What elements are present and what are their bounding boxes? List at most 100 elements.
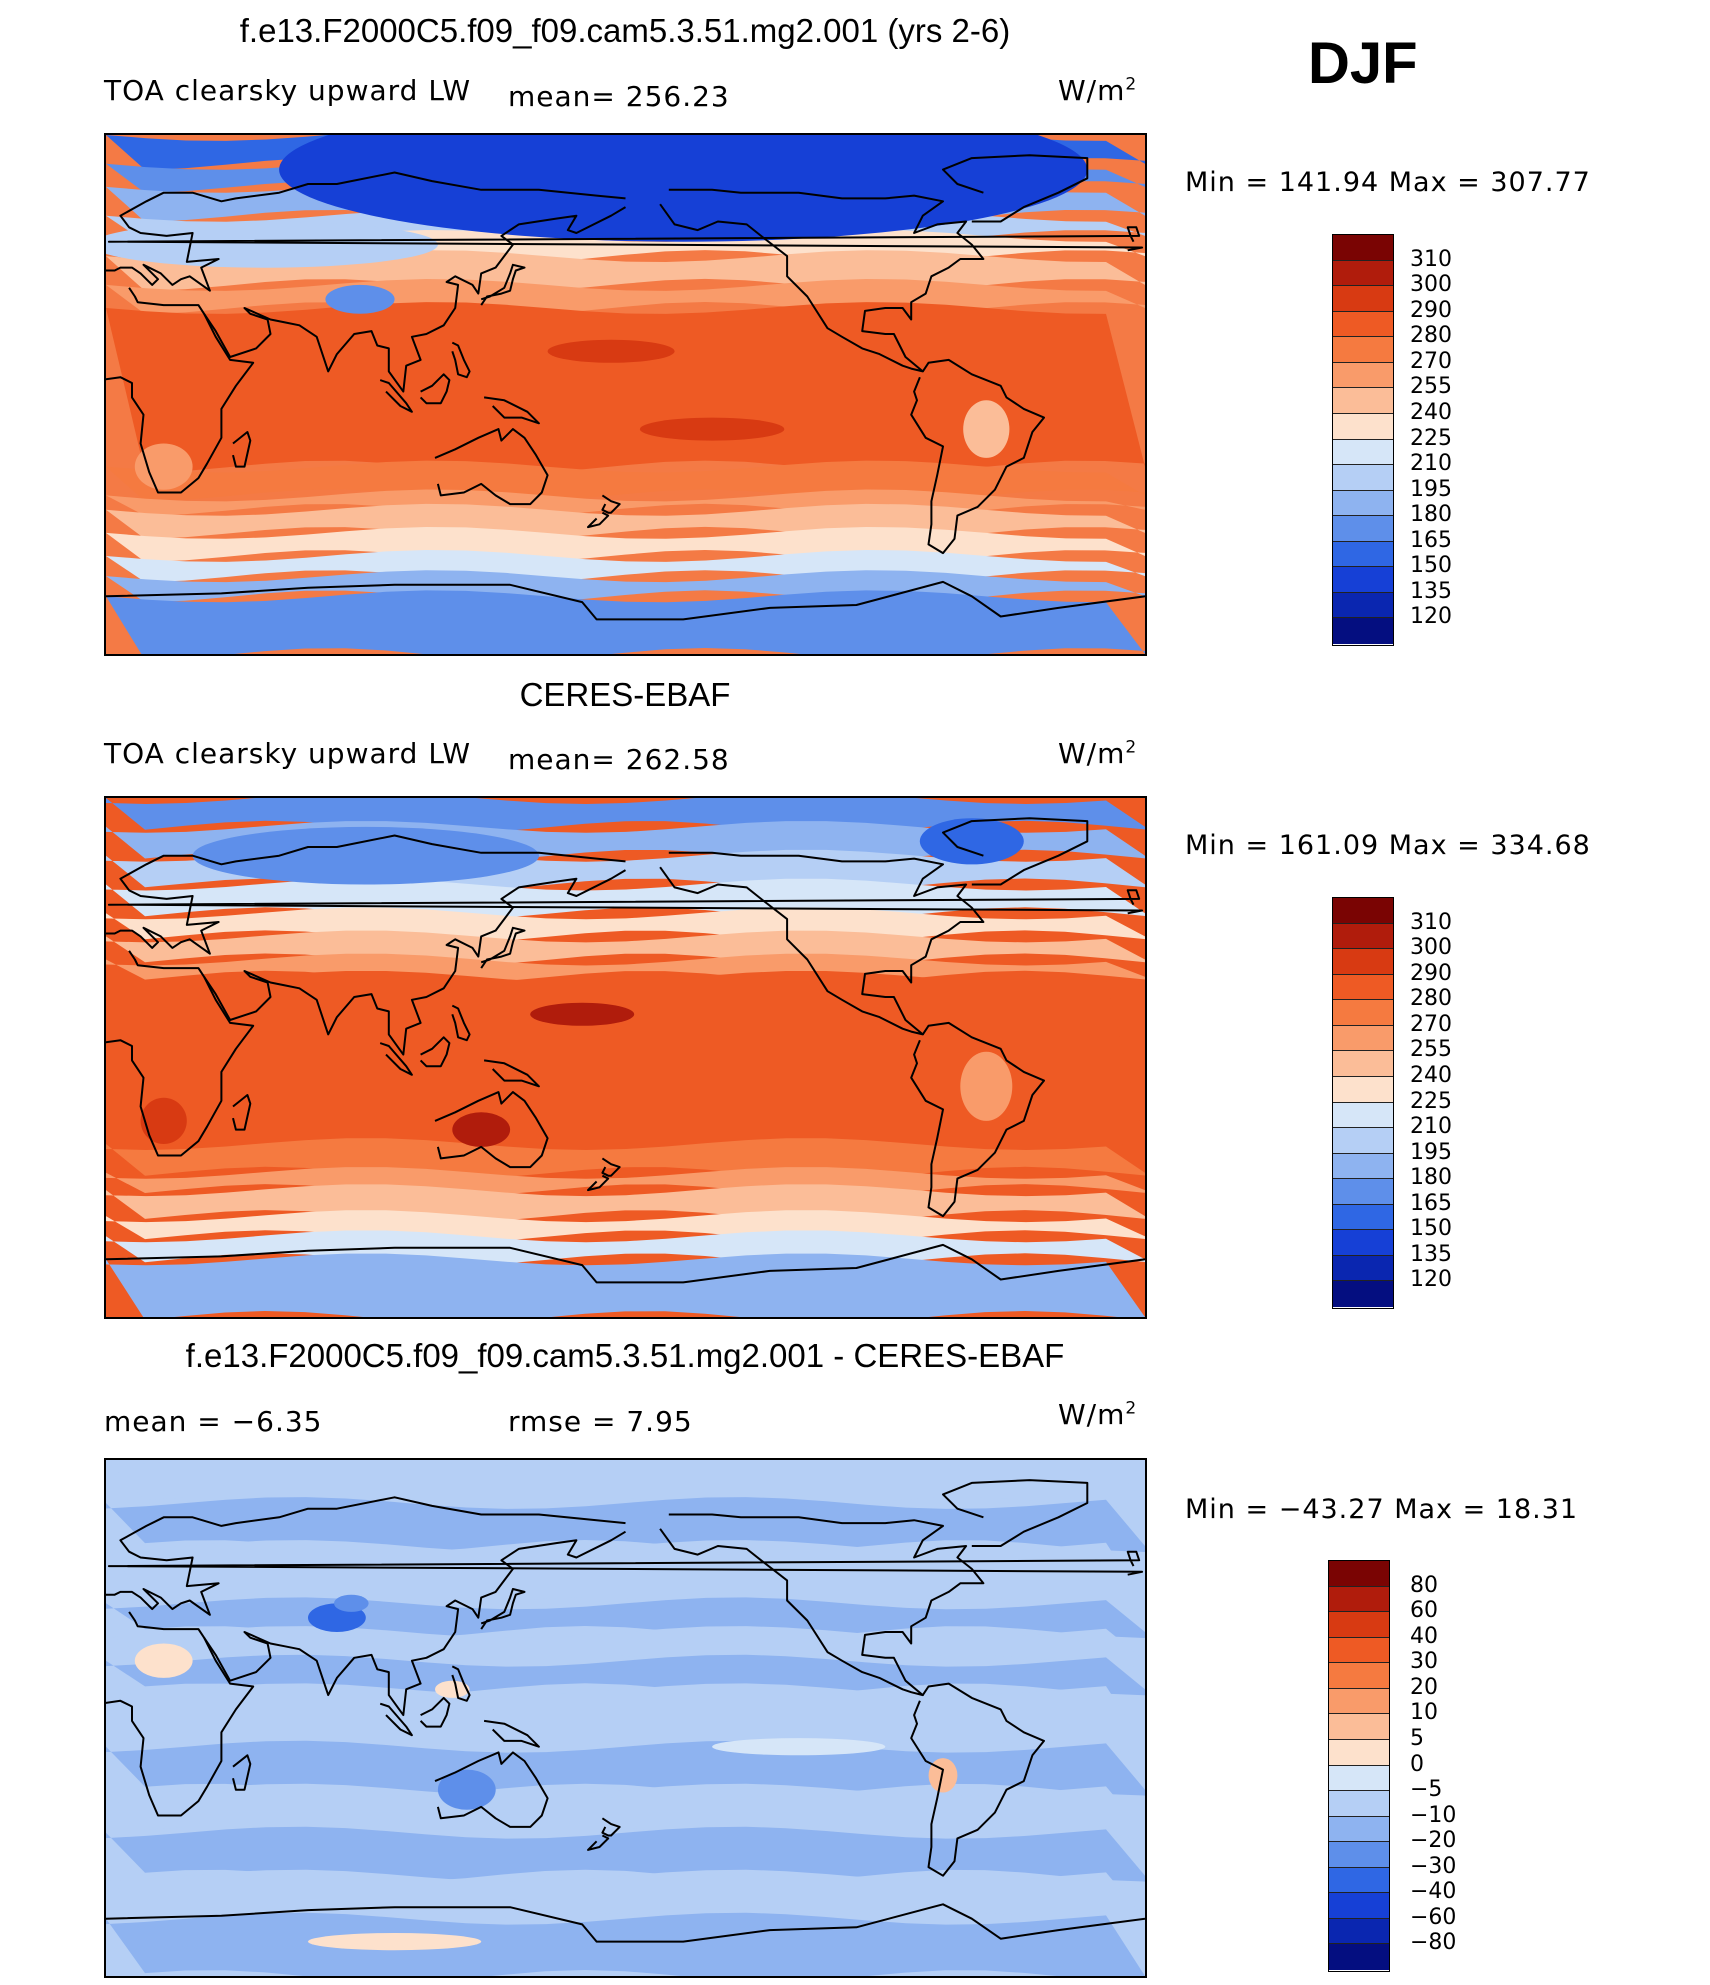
contour-band (106, 1253, 1145, 1317)
panel-3-map (104, 1458, 1147, 1978)
colorbar-swatch (1329, 1816, 1389, 1843)
colorbar-tick-label: 270 (1410, 348, 1452, 374)
colorbar-swatch (1333, 949, 1393, 975)
contour-region (140, 1097, 187, 1144)
coastline (434, 428, 549, 506)
panel-3-rmse: rmse = 7.95 (508, 1405, 693, 1438)
colorbar-swatch (1333, 337, 1393, 363)
colorbar-swatch (1333, 490, 1393, 517)
coastline (451, 341, 471, 379)
colorbar-tick-label: 80 (1410, 1572, 1438, 1598)
colorbar-swatch (1333, 1281, 1393, 1307)
coastline (106, 950, 255, 1157)
contour-region (963, 400, 1010, 458)
colorbar-swatch (1329, 1714, 1389, 1740)
colorbar-swatch (1329, 1586, 1389, 1613)
colorbar-swatch (1333, 898, 1393, 924)
coastline (106, 1496, 626, 1616)
coastline (601, 1157, 621, 1177)
contour-band (106, 1826, 1145, 1882)
contour-region (106, 221, 438, 268)
contour-band (106, 1740, 1145, 1796)
colorbar-tick-label: −5 (1410, 1777, 1443, 1803)
colorbar-swatch (1333, 1255, 1393, 1282)
coastline (203, 1530, 627, 1717)
coastline (910, 358, 1045, 555)
colorbar-swatch (1333, 439, 1393, 466)
contour-region (134, 443, 193, 490)
colorbar-tick-label: −80 (1410, 1930, 1457, 1956)
coastline (106, 1243, 1145, 1284)
colorbar-swatch (1333, 592, 1393, 619)
colorbar-swatch (1333, 1000, 1393, 1026)
colorbar-swatch (1329, 1893, 1389, 1919)
coastline (419, 1696, 451, 1728)
coastline (232, 1754, 252, 1791)
colorbar-tick-label: 255 (1410, 374, 1452, 400)
contour-band (106, 590, 1145, 654)
panel-3-title: f.e13.F2000C5.f09_f09.cam5.3.51.mg2.001 … (185, 1337, 1065, 1374)
colorbar-tick-label: 135 (1410, 1241, 1452, 1267)
panel-2-minmax: Min = 161.09 Max = 334.68 (1185, 830, 1591, 861)
coastline (480, 263, 526, 306)
coastline (379, 1042, 413, 1076)
colorbar-tick-label: −40 (1410, 1879, 1457, 1905)
coastline (587, 1834, 610, 1851)
panel-1-colorbar (1332, 234, 1394, 646)
colorbar-swatch (1329, 1867, 1389, 1894)
colorbar-swatch (1329, 1688, 1389, 1715)
coastline (107, 889, 1144, 915)
coastline (483, 1059, 540, 1088)
coastline (451, 1665, 471, 1702)
colorbar-swatch (1333, 1025, 1393, 1052)
coastline (659, 188, 985, 373)
coastline (107, 226, 1144, 252)
panel-2-colorbar-ticks: 310 300 290 280 270 255 240 225 210 195 180 165 150 1… (1410, 897, 1530, 1309)
colorbar-tick-label: 210 (1410, 1114, 1452, 1140)
colorbar-tick-label: −10 (1410, 1802, 1457, 1828)
contour-region (437, 1769, 496, 1810)
colorbar-swatch (1333, 1051, 1393, 1077)
coastline (232, 1094, 252, 1131)
coastline (434, 1751, 549, 1828)
colorbar-swatch (1333, 1230, 1393, 1256)
coastline (451, 1004, 471, 1042)
coastline (379, 379, 413, 413)
coastline (910, 1021, 1045, 1218)
contour-region (919, 818, 1024, 865)
colorbar-swatch (1329, 1739, 1389, 1766)
colorbar-tick-label: 310 (1410, 246, 1452, 272)
panel-1-minmax: Min = 141.94 Max = 307.77 (1185, 167, 1591, 198)
coastline (942, 817, 1089, 886)
contour-region (547, 339, 675, 363)
colorbar-swatch (1329, 1561, 1389, 1587)
contour-region (960, 1051, 1013, 1121)
colorbar-tick-label: 210 (1410, 451, 1452, 477)
colorbar-swatch (1333, 923, 1393, 950)
colorbar-swatch (1333, 541, 1393, 568)
colorbar-tick-label: 20 (1410, 1674, 1438, 1700)
panel-1-map (104, 133, 1147, 656)
colorbar-tick-label: −30 (1410, 1853, 1457, 1879)
colorbar-swatch (1329, 1842, 1389, 1868)
coastline (659, 1513, 985, 1697)
colorbar-swatch (1333, 286, 1393, 312)
colorbar-tick-label: 10 (1410, 1700, 1438, 1726)
colorbar-tick-label: 280 (1410, 323, 1452, 349)
colorbar-swatch (1329, 1765, 1389, 1792)
coastline (106, 1903, 1145, 1943)
coastline (106, 171, 626, 292)
panel-2-colorbar (1332, 897, 1394, 1309)
colorbar-tick-label: 120 (1410, 604, 1452, 630)
colorbar-tick-label: 255 (1410, 1037, 1452, 1063)
colorbar-swatch (1329, 1918, 1389, 1945)
contour-band (106, 971, 1145, 1150)
colorbar-swatch (1333, 567, 1393, 593)
colorbar-tick-label: 310 (1410, 909, 1452, 935)
colorbar-tick-label: 0 (1410, 1751, 1424, 1777)
colorbar-swatch (1329, 1612, 1389, 1638)
colorbar-tick-label: 195 (1410, 476, 1452, 502)
colorbar-tick-label: 120 (1410, 1267, 1452, 1293)
contour-region (279, 135, 1088, 242)
